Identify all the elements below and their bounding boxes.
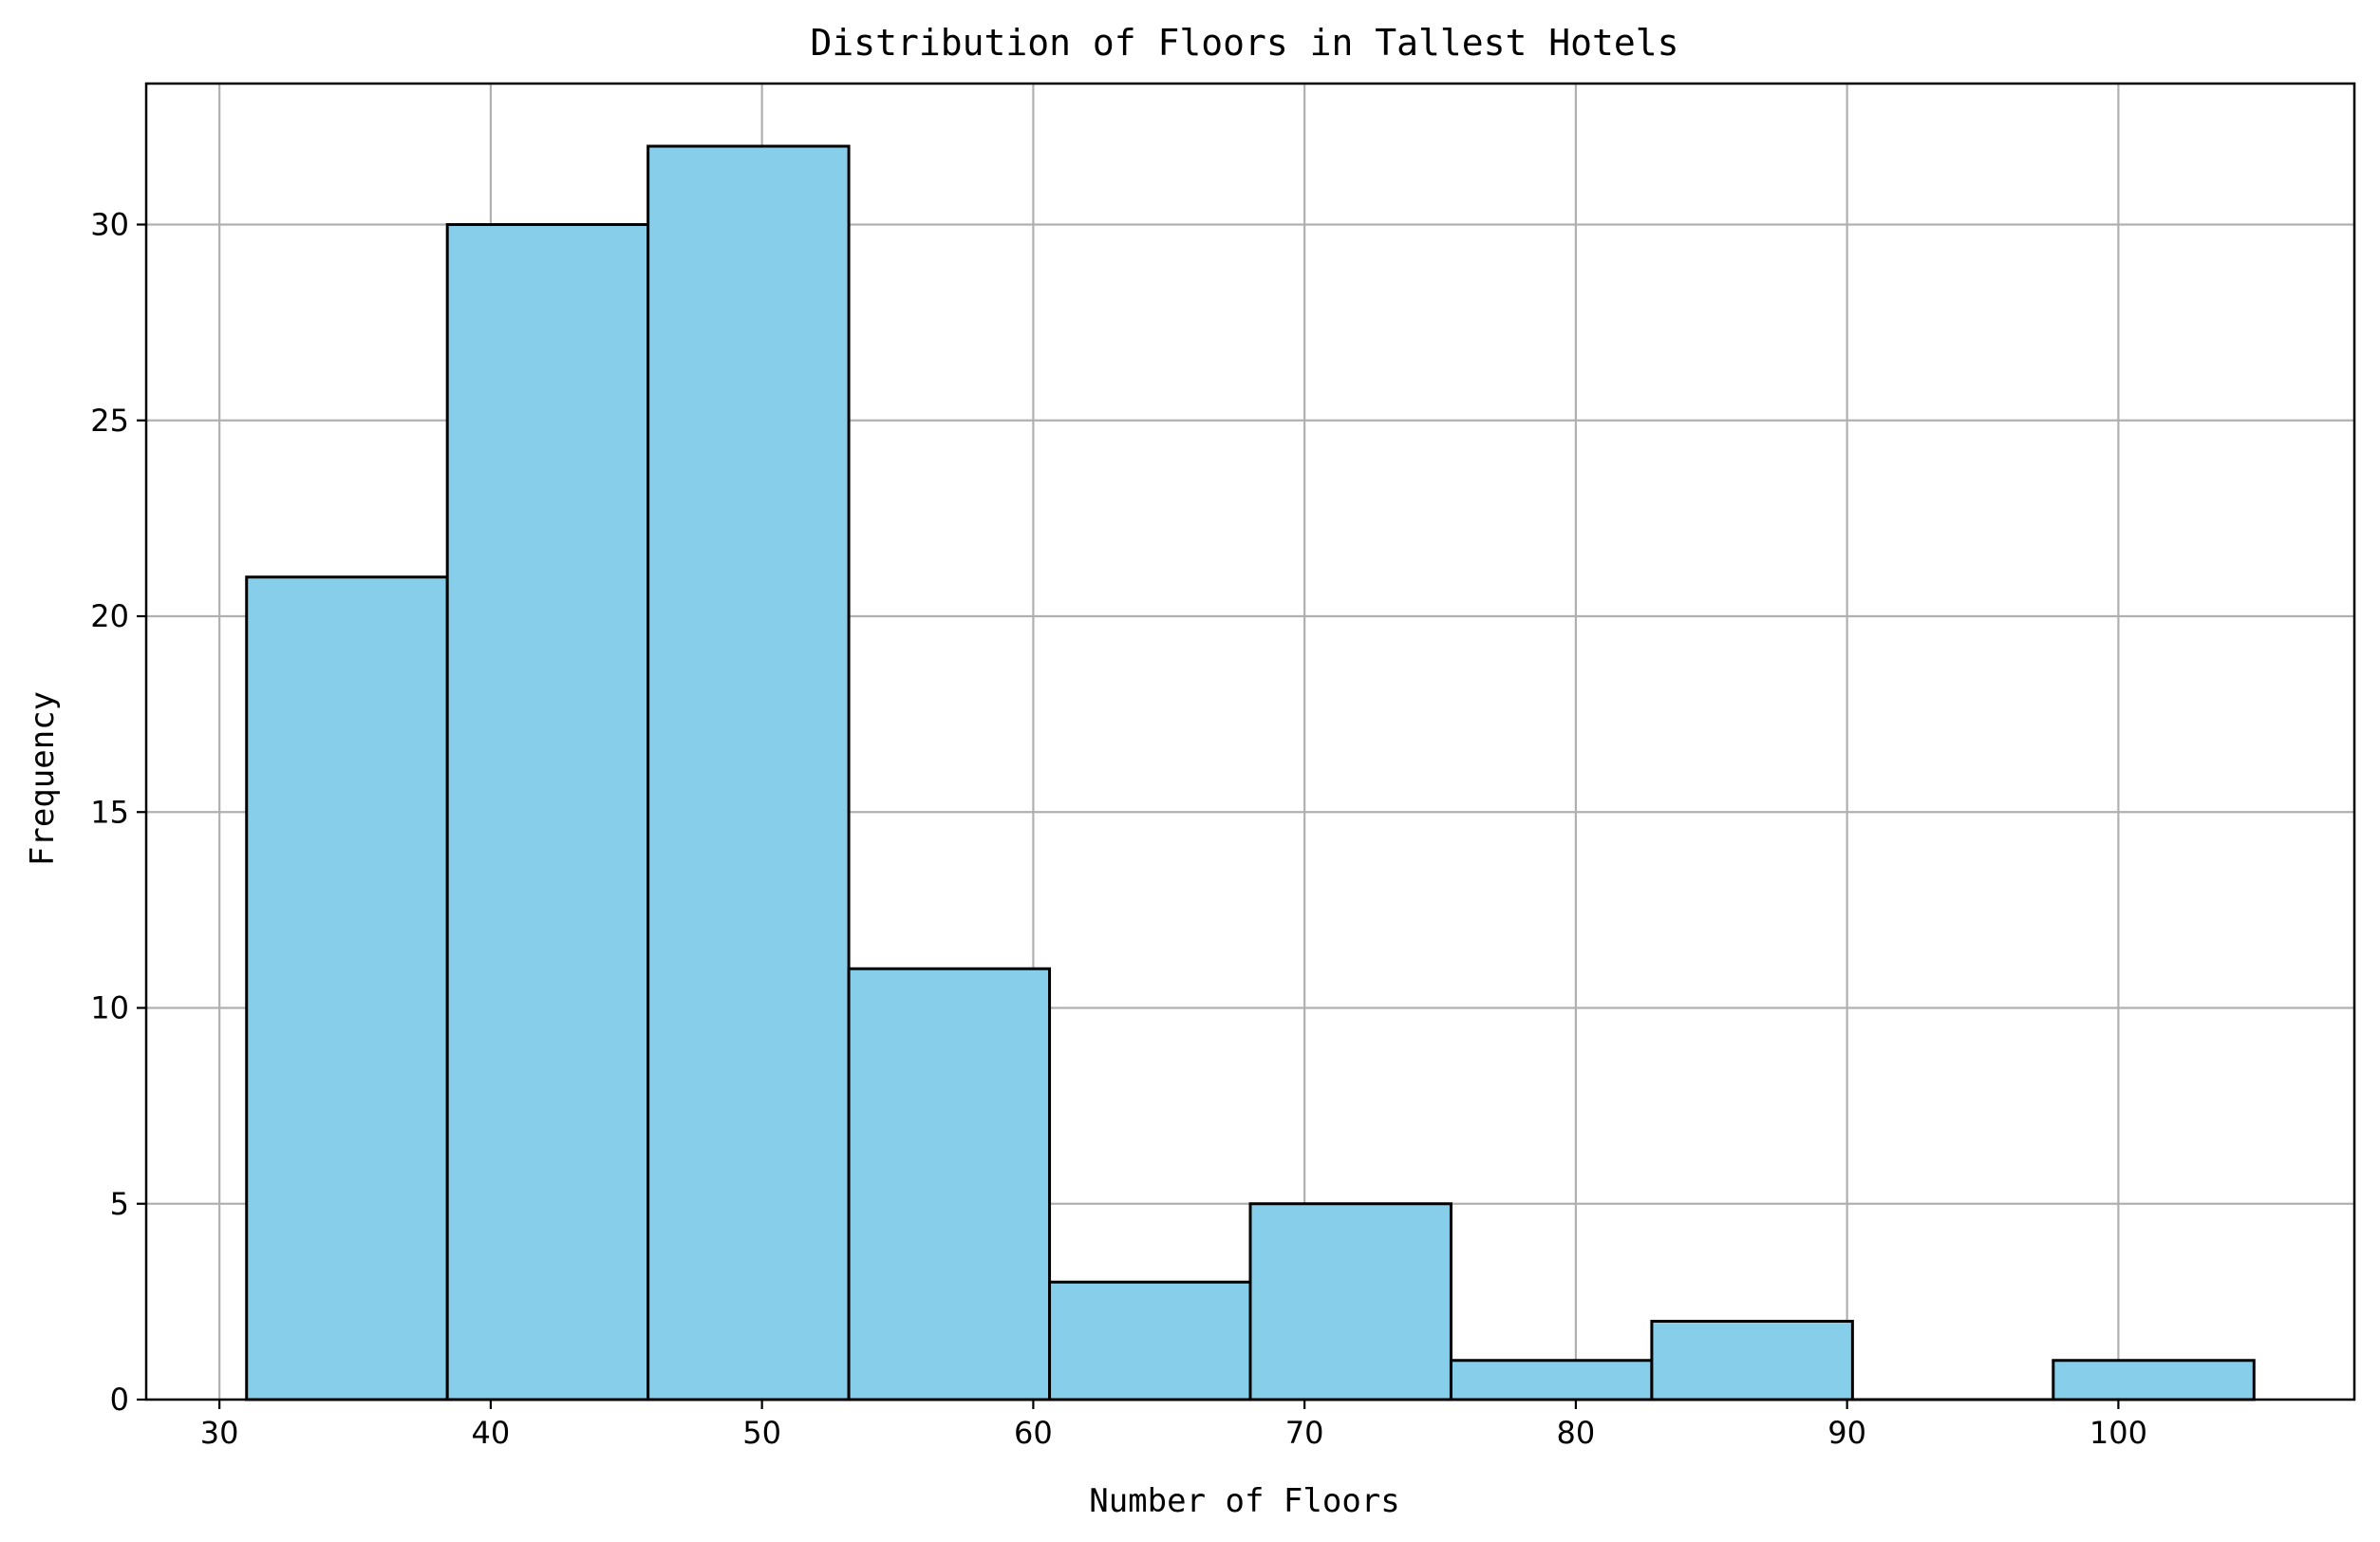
y-tick-label: 15 (90, 794, 129, 830)
axes-frame (144, 82, 2356, 1401)
x-axis-label: Number of Floors (1089, 1482, 1400, 1520)
y-tick-label: 25 (90, 403, 129, 439)
x-tick-label: 90 (1827, 1415, 1866, 1451)
y-tick-label: 0 (110, 1382, 129, 1418)
x-tick-label: 50 (742, 1415, 781, 1451)
histogram-bar (1248, 1202, 1452, 1401)
axes-layer (144, 82, 2356, 1401)
histogram-bar (847, 967, 1052, 1401)
y-tick-label: 5 (110, 1186, 129, 1222)
histogram-bar (647, 144, 851, 1401)
chart-title: Distribution of Floors in Tallest Hotels (810, 22, 1678, 64)
ticks-layer: 30 40 50 60 70 80 90 100 0 5 10 15 20 25 30 (90, 207, 2147, 1452)
x-tick-label: 80 (1557, 1415, 1596, 1451)
histogram-bar (2052, 1359, 2256, 1401)
histogram-bar (1048, 1280, 1252, 1401)
y-tick-label: 30 (90, 207, 129, 243)
bars-layer (245, 144, 2256, 1401)
histogram-bar (445, 223, 650, 1401)
histogram-bar (1650, 1320, 1854, 1401)
x-tick-label: 30 (200, 1415, 239, 1451)
y-tick-label: 20 (90, 598, 129, 634)
histogram-bar (245, 575, 449, 1401)
y-tick-label: 10 (90, 990, 129, 1026)
y-axis-label: Frequency (24, 691, 62, 866)
x-tick-label: 100 (2090, 1415, 2147, 1451)
x-tick-label: 60 (1014, 1415, 1053, 1451)
x-tick-label: 70 (1285, 1415, 1324, 1451)
x-tick-label: 40 (472, 1415, 511, 1451)
histogram-bar (1449, 1359, 1654, 1401)
